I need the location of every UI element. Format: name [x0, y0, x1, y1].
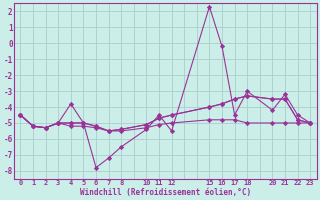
X-axis label: Windchill (Refroidissement éolien,°C): Windchill (Refroidissement éolien,°C) — [80, 188, 251, 197]
